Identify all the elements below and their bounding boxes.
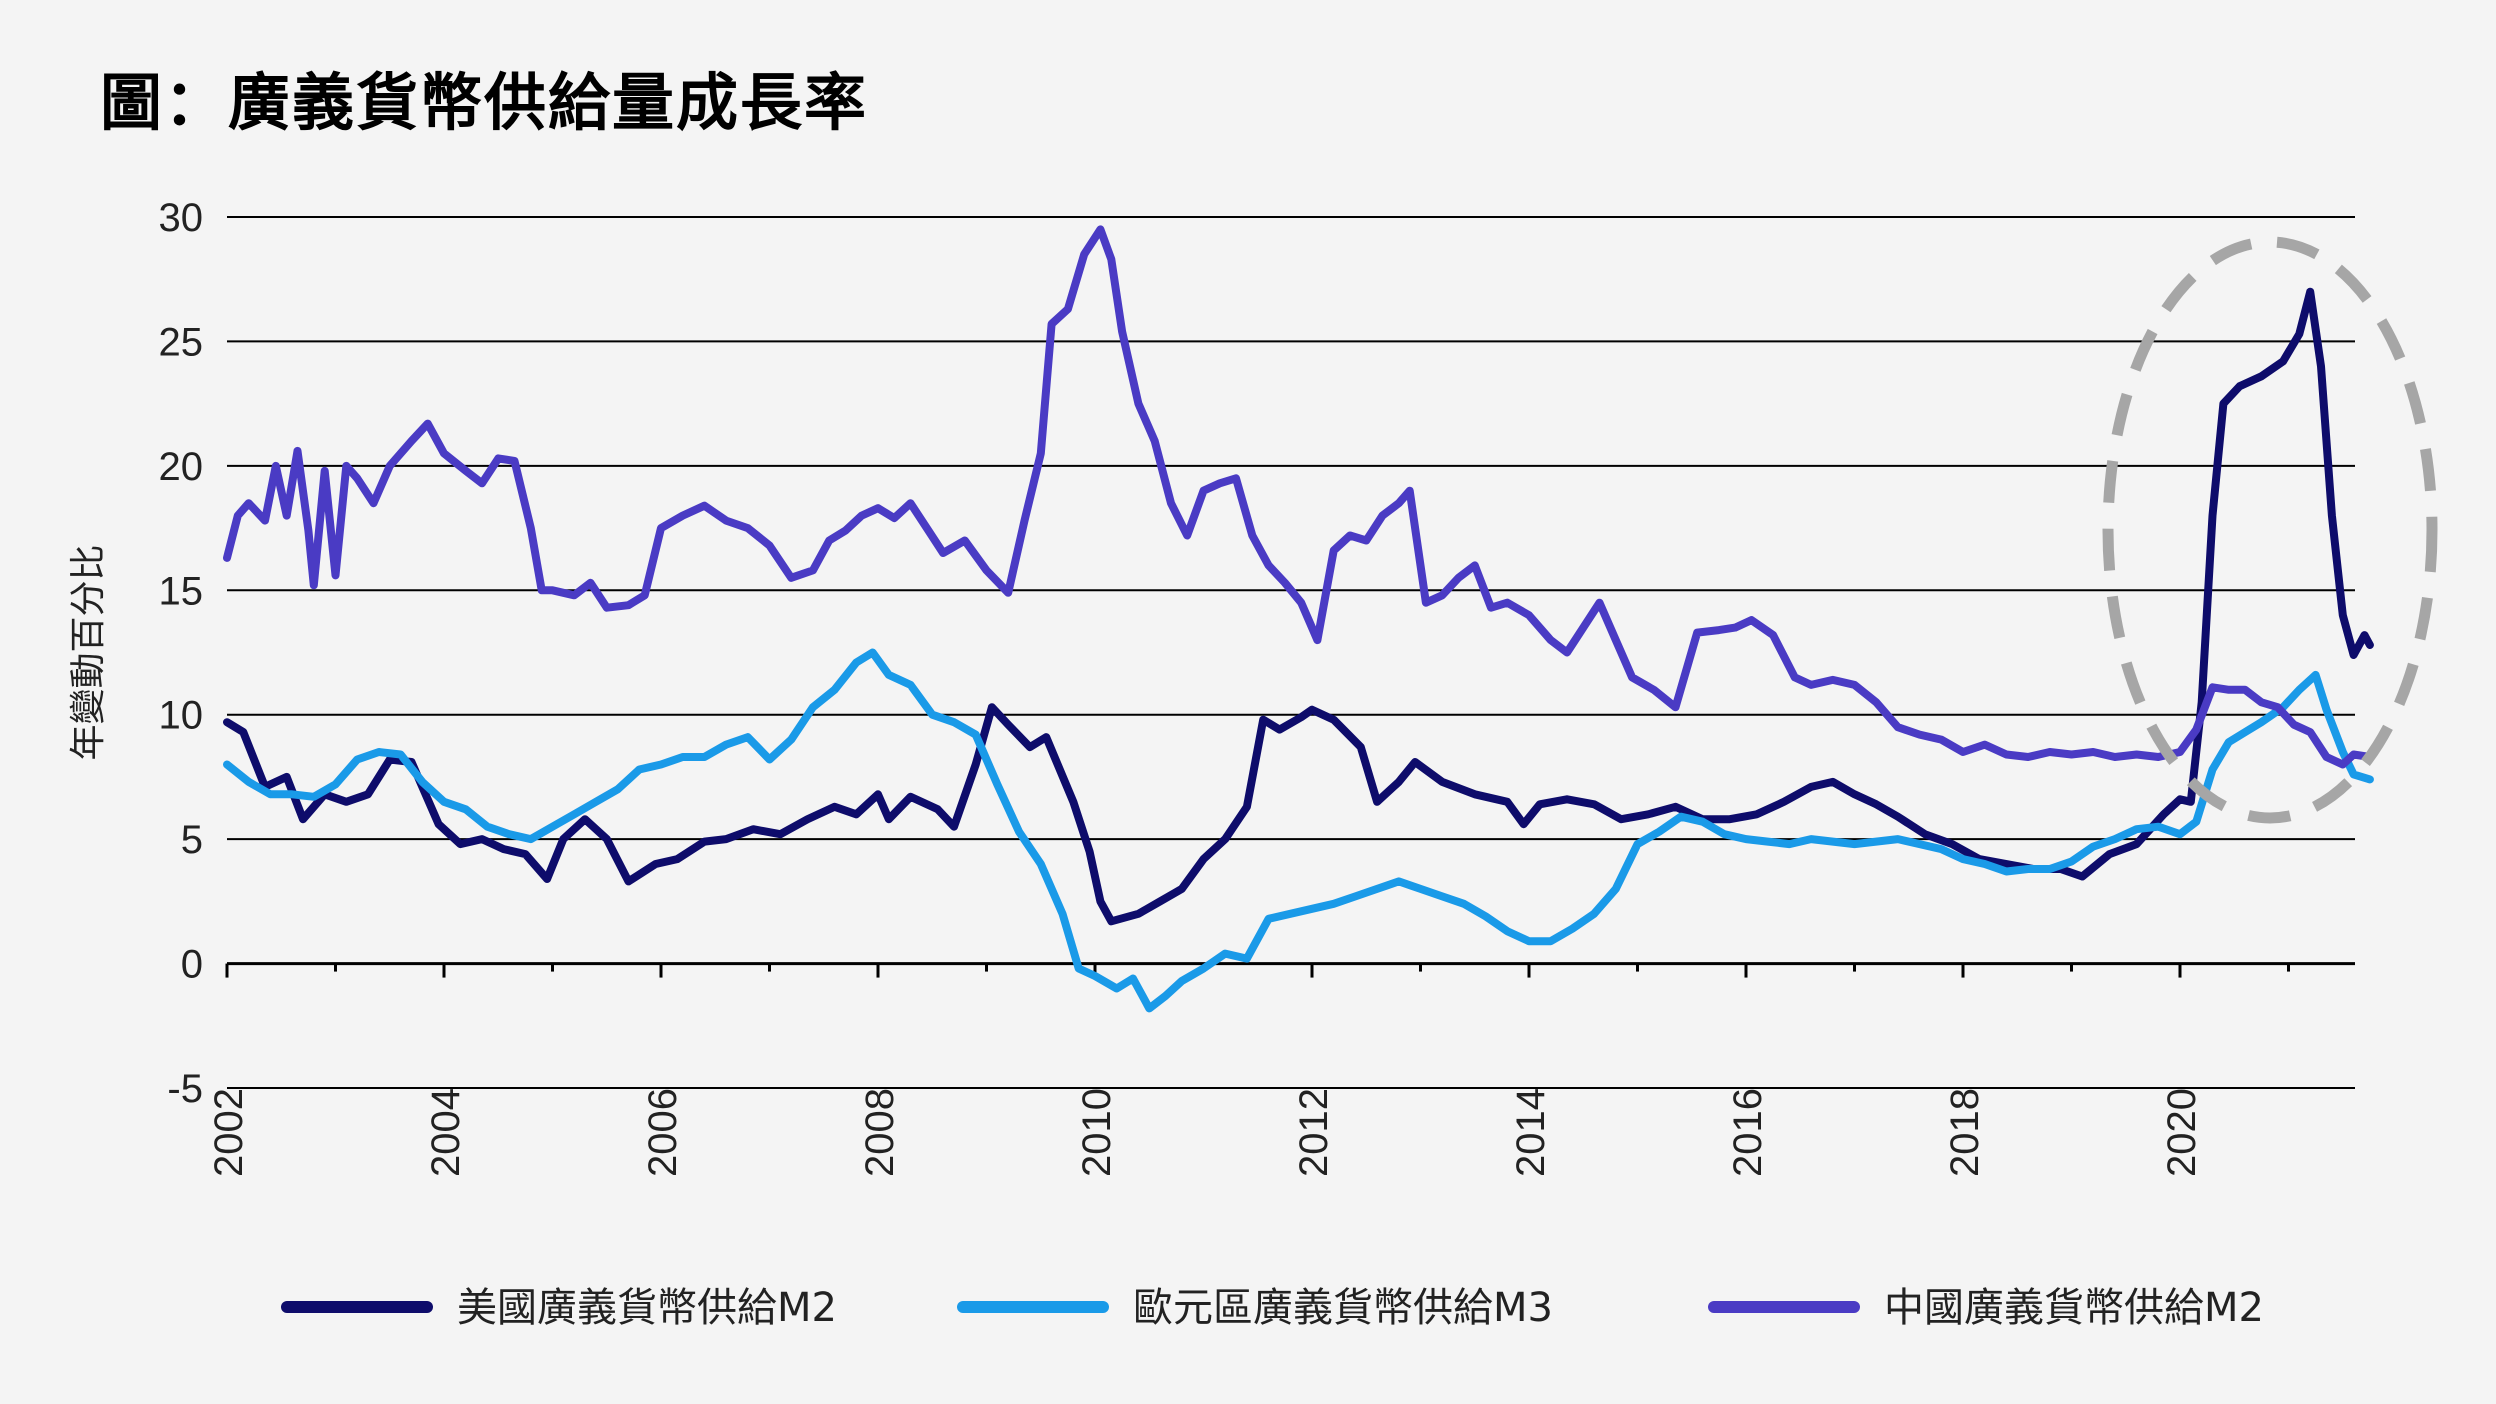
y-tick-labels: -5 0 5 10 15 20 25 30 [159,196,204,1111]
grid-lines [225,216,2355,1089]
series-lines [223,225,2374,1013]
highlight-ellipse [2102,236,2438,824]
y-tick-label: 10 [159,694,204,738]
y-tick-label: 25 [159,320,204,364]
series-line-2 [223,648,2374,1013]
x-tick-label: 2010 [1075,1088,1119,1177]
y-tick-label: 0 [181,943,203,987]
x-tick-label: 2012 [1292,1088,1336,1177]
x-tick-label: 2002 [207,1088,251,1177]
x-tick-label: 2008 [858,1088,902,1177]
x-tick-label: 2014 [1509,1088,1553,1177]
y-tick-label: 30 [159,196,204,240]
y-axis-title: 年變動百分比 [68,544,109,760]
legend-label-1: 美國廣義貨幣供給M2 [457,1285,837,1331]
x-tick-label: 2004 [424,1088,468,1177]
x-tick-labels: 2002 2004 2006 2008 2010 2012 2014 2016 2018 2020 [207,1088,2204,1177]
chart-title: 圖：廣義貨幣供給量成長率 [100,66,869,139]
y-tick-label: -5 [167,1067,203,1111]
x-tick-label: 2016 [1726,1088,1770,1177]
y-tick-label: 5 [181,818,203,862]
y-tick-label: 15 [159,569,204,613]
series-line-1 [223,287,2374,926]
x-tick-label: 2006 [641,1088,685,1177]
series-line-3 [223,225,2374,769]
legend-label-2: 歐元區廣義貨幣供給M3 [1133,1285,1553,1331]
x-tick-label: 2020 [2160,1088,2204,1177]
legend: 美國廣義貨幣供給M2 歐元區廣義貨幣供給M3 中國廣義貨幣供給M2 [281,1285,2264,1331]
x-tick-label: 2018 [1943,1088,1987,1177]
y-tick-label: 20 [159,445,204,489]
legend-label-3: 中國廣義貨幣供給M2 [1884,1285,2264,1331]
